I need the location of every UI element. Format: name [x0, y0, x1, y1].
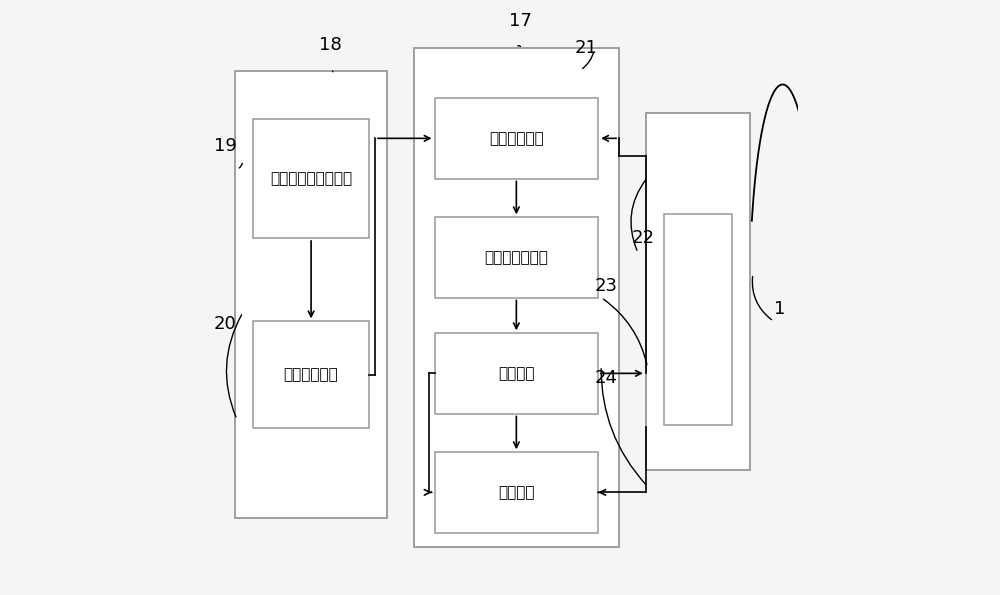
Text: 1: 1	[774, 300, 785, 318]
Text: 21: 21	[575, 39, 598, 57]
Text: 20: 20	[214, 315, 236, 333]
Text: 食用菌信息输入模块: 食用菌信息输入模块	[270, 171, 352, 186]
Bar	[435, 217, 598, 298]
Bar	[664, 214, 732, 425]
Text: 23: 23	[594, 277, 617, 295]
Text: 数据传输模块: 数据传输模块	[284, 367, 338, 383]
Text: 17: 17	[509, 12, 532, 30]
Text: 22: 22	[631, 229, 654, 247]
Bar	[646, 113, 750, 470]
Text: 24: 24	[594, 369, 617, 387]
Text: 数据接收模块: 数据接收模块	[489, 131, 544, 146]
Text: 数据库筛选模块: 数据库筛选模块	[484, 250, 548, 265]
Text: 修正模块: 修正模块	[498, 485, 535, 500]
Bar	[253, 321, 369, 428]
Text: 18: 18	[319, 36, 342, 54]
Bar	[435, 98, 598, 178]
Bar	[253, 119, 369, 238]
Text: 控制模块: 控制模块	[498, 366, 535, 381]
Text: 19: 19	[214, 137, 237, 155]
Bar	[435, 333, 598, 414]
Bar	[414, 48, 619, 547]
Bar	[235, 71, 387, 518]
Bar	[435, 452, 598, 533]
